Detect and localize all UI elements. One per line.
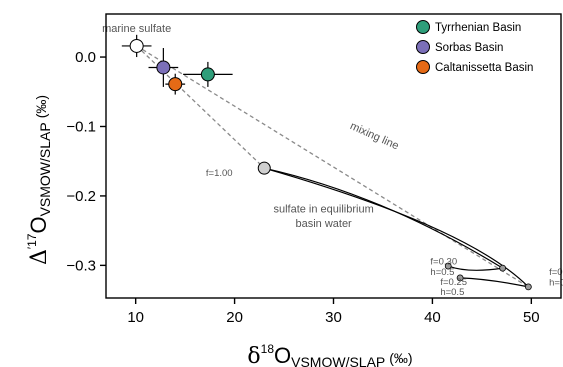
x-axis-label-main: δ	[247, 344, 260, 367]
annotation-8: f=0.25	[440, 277, 467, 288]
evolution-curve-3	[448, 265, 503, 271]
y-axis-label: Δ′17OVSMOW/SLAP (‰)	[25, 95, 53, 265]
y-tick-label-3: −0.3	[66, 257, 96, 274]
annotation-6: f=0.30	[430, 257, 457, 268]
axes: 10 20 30 40 50 0.0 −0.1 −0.2 −0.3	[66, 13, 562, 326]
curve-end-point-2	[456, 274, 464, 282]
y-tick-label-1: −0.1	[66, 118, 96, 135]
x-axis-label: δ18OVSMOW/SLAP (‰)	[247, 342, 412, 367]
x-axis-label-unit: (‰)	[389, 350, 412, 366]
annotation-2: mixing line	[348, 120, 400, 152]
annotation-4: sulfate in equilibrium	[273, 204, 373, 216]
legend-label-1: Tyrrhenian Basin	[435, 22, 521, 34]
y-tick-label-0: 0.0	[75, 49, 96, 66]
y-tick-label-2: −0.2	[66, 188, 96, 205]
annotation-9: h=0.5	[440, 287, 464, 298]
x-tick-label-50: 50	[523, 309, 540, 326]
legend: Tyrrhenian Basin Sorbas Basin Caltanissett…	[416, 20, 533, 74]
legend-label-2: Sorbas Basin	[435, 42, 503, 54]
x-axis-label-sub: VSMOW/SLAP	[291, 354, 385, 367]
annotation-10: f=0.25	[549, 267, 563, 278]
caltanissetta-basin-point	[168, 77, 183, 92]
evolution-curve-4	[460, 277, 529, 288]
marine-sulfate-point	[129, 38, 144, 53]
annotation-11: h=0.3	[549, 278, 563, 289]
legend-label-3: Caltanissetta Basin	[435, 62, 533, 74]
y-axis-label-unit: (‰)	[33, 95, 49, 118]
sorbas-basin-point	[156, 60, 171, 75]
annotation-3: f=1.00	[206, 168, 233, 179]
tyrrhenian-basin-point	[200, 67, 215, 82]
evolution-curve-2	[264, 167, 529, 288]
curve-end-point-1	[444, 262, 452, 270]
y-axis-label-sup: ′17	[25, 233, 39, 249]
annotation-7: h=0.5	[430, 267, 454, 278]
legend-marker-1	[416, 20, 430, 34]
x-axis-label-sup: 18	[261, 342, 275, 356]
annotation-1: marine sulfate	[102, 23, 171, 35]
legend-marker-3	[416, 60, 430, 74]
mixing-line-2	[136, 45, 529, 288]
mixing-line-1	[136, 45, 265, 169]
x-tick-label-20: 20	[226, 309, 243, 326]
legend-marker-2	[416, 40, 430, 54]
y-axis-label-sub: VSMOW/SLAP	[37, 122, 53, 216]
plot-frame	[105, 13, 562, 299]
x-axis-label-symbol: O	[274, 343, 291, 367]
y-axis-label-main: Δ	[27, 249, 52, 265]
x-tick-label-40: 40	[424, 309, 441, 326]
plot-area: marine sulfate mixing line f=1.00 sulfate i…	[102, 23, 563, 298]
curve-end-point-4	[524, 283, 532, 291]
x-tick-label-10: 10	[127, 309, 144, 326]
y-axis-label-symbol: O	[26, 216, 51, 233]
annotation-5: basin water	[295, 218, 352, 230]
x-tick-label-30: 30	[325, 309, 342, 326]
equilibrium-point	[257, 161, 271, 175]
curve-end-point-3	[499, 264, 507, 272]
